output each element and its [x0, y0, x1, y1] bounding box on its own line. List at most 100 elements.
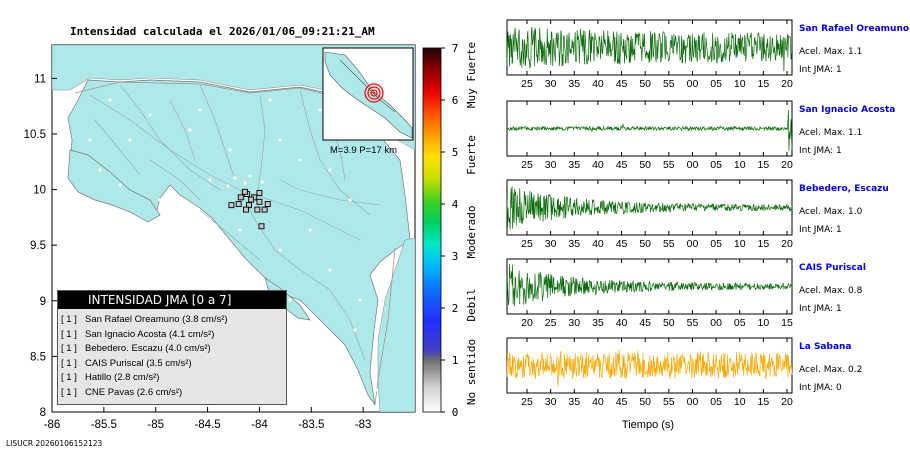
- station-marker[interactable]: [235, 201, 242, 207]
- time-tick-label: 55: [663, 159, 675, 171]
- station-marker[interactable]: [254, 206, 261, 213]
- x-tick-label: -84: [251, 419, 268, 431]
- legend-text: San Ignacio Acosta (4.1 cm/s²): [85, 328, 215, 340]
- station-marker[interactable]: [237, 194, 244, 201]
- time-tick-label: 05: [710, 159, 722, 171]
- waveform-panel: 25 30 35 40 45 50 55 00 05 10 15 20: [506, 100, 793, 171]
- legend-title: INTENSIDAD JMA [0 a 7]: [58, 291, 286, 309]
- waveform-frame: [506, 179, 793, 236]
- station-name-link[interactable]: Bebedero, Escazu: [799, 184, 889, 194]
- time-tick-label: 40: [592, 78, 604, 90]
- station-accel: Acel. Max. 0.2: [799, 365, 863, 375]
- legend-text: CNE Pavas (2.6 cm/s²): [85, 386, 183, 398]
- legend-row: [ 1 ] Bebedero. Escazu (4.0 cm/s²): [58, 342, 286, 357]
- x-tick-label: -86: [44, 419, 61, 431]
- station-name-link[interactable]: San Rafael Oreamuno: [799, 24, 910, 34]
- station-name-link[interactable]: CAIS Puriscal: [799, 263, 866, 273]
- time-tick-label: 35: [568, 78, 580, 90]
- legend-row: [ 1 ] San Rafael Oreamuno (3.8 cm/s²): [58, 313, 286, 328]
- time-tick-label: 05: [710, 78, 722, 90]
- station-intensity: Int JMA: 1: [799, 225, 842, 235]
- station-marker[interactable]: [242, 206, 249, 213]
- time-tick-label: 50: [639, 396, 651, 408]
- map-title: Intensidad calculada el 2026/01/06_09:21…: [70, 25, 375, 38]
- y-tick-label: 8: [40, 407, 46, 419]
- station-marker[interactable]: [256, 198, 263, 205]
- station-marker[interactable]: [261, 206, 268, 213]
- station-marker[interactable]: [241, 188, 248, 195]
- time-tick-label: 25: [521, 159, 533, 171]
- station-marker[interactable]: [258, 223, 265, 230]
- legend-text: Hatillo (2.8 cm/s²): [85, 372, 160, 384]
- time-tick-label: 25: [545, 317, 557, 329]
- station-accel: Acel. Max. 1.1: [799, 47, 863, 57]
- station-marker[interactable]: [264, 201, 271, 207]
- time-tick-label: 50: [639, 78, 651, 90]
- time-tick-label: 35: [592, 317, 604, 329]
- time-tick-label: 55: [663, 78, 675, 90]
- station-accel: Acel. Max. 0.8: [799, 286, 863, 296]
- x-tick-label: -85.5: [91, 419, 117, 431]
- x-tick-label: -85: [147, 419, 164, 431]
- station-marker[interactable]: [256, 189, 263, 196]
- time-tick-label: 00: [687, 159, 699, 171]
- time-tick-label: 00: [687, 238, 699, 250]
- map-axes: -86 -85.5 -85 -84.5 -84 -83.5 -83 8 8.5 9 9.5 10 10.…: [24, 73, 372, 431]
- time-tick-label: 20: [781, 159, 793, 171]
- waveform-trace: [506, 109, 793, 152]
- station-intensity: Int JMA: 1: [799, 146, 842, 156]
- time-tick-label: 15: [758, 238, 770, 250]
- y-tick-label: 9.5: [30, 240, 46, 252]
- x-tick-label: -83.5: [298, 419, 324, 431]
- time-tick-label: 35: [568, 396, 580, 408]
- time-tick-label: 50: [639, 159, 651, 171]
- time-tick-label: 45: [616, 159, 628, 171]
- time-tick-label: 00: [687, 396, 699, 408]
- time-tick-label: 10: [758, 317, 770, 329]
- waveform-trace: [506, 26, 793, 72]
- intensity-legend: INTENSIDAD JMA [0 a 7] [ 1 ] San Rafael O…: [57, 290, 287, 405]
- legend-row: [ 1 ] CAIS Puriscal (3.5 cm/s²): [58, 357, 286, 372]
- time-tick-label: 45: [639, 317, 651, 329]
- time-tick-label: 20: [781, 78, 793, 90]
- waveform-panel: 25 30 35 40 45 50 55 00 05 10 15 20: [506, 179, 793, 250]
- legend-level: [ 1 ]: [61, 328, 77, 340]
- time-tick-label: 10: [734, 238, 746, 250]
- time-tick-label: 55: [663, 396, 675, 408]
- waveform-panel: 20 25 30 35 40 45 50 55 00 05 10 15: [506, 258, 793, 329]
- time-tick-label: 35: [568, 159, 580, 171]
- legend-text: Bebedero. Escazu (4.0 cm/s²): [85, 343, 211, 355]
- inset-map: [322, 47, 414, 141]
- station-name-link[interactable]: La Sabana: [799, 342, 852, 352]
- time-tick-label: 05: [710, 396, 722, 408]
- station-intensity: Int JMA: 1: [799, 304, 842, 314]
- time-tick-label: 30: [545, 78, 557, 90]
- time-tick-label: 10: [734, 159, 746, 171]
- time-tick-label: 55: [687, 317, 699, 329]
- station-accel: Acel. Max. 1.0: [799, 207, 863, 217]
- x-tick-label: -84.5: [194, 419, 220, 431]
- legend-level: [ 1 ]: [61, 372, 77, 384]
- legend-text: CAIS Puriscal (3.5 cm/s²): [85, 357, 192, 369]
- station-name-link[interactable]: San Ignacio Acosta: [799, 105, 896, 115]
- waveform-panel: 25 30 35 40 45 50 55 00 05 10 15 20: [506, 19, 793, 90]
- time-tick-label: 05: [734, 317, 746, 329]
- station-marker[interactable]: [248, 196, 255, 203]
- time-tick-label: 15: [781, 317, 793, 329]
- time-axis-label: Tiempo (s): [622, 419, 674, 431]
- time-tick-label: 30: [545, 238, 557, 250]
- legend-level: [ 1 ]: [61, 357, 77, 369]
- time-tick-label: 15: [758, 396, 770, 408]
- y-tick-label: 11: [34, 73, 46, 85]
- time-tick-label: 05: [710, 238, 722, 250]
- time-tick-label: 40: [592, 396, 604, 408]
- time-tick-label: 00: [687, 78, 699, 90]
- time-tick-label: 35: [568, 238, 580, 250]
- time-tick-label: 20: [781, 396, 793, 408]
- station-marker[interactable]: [246, 202, 253, 209]
- footer-code: LISUCR 20260106152123: [6, 439, 103, 448]
- station-marker[interactable]: [228, 202, 235, 209]
- waveform-panel: 25 30 35 40 45 50 55 00 05 10 15 20: [506, 337, 793, 408]
- y-tick-label: 10.5: [24, 129, 46, 141]
